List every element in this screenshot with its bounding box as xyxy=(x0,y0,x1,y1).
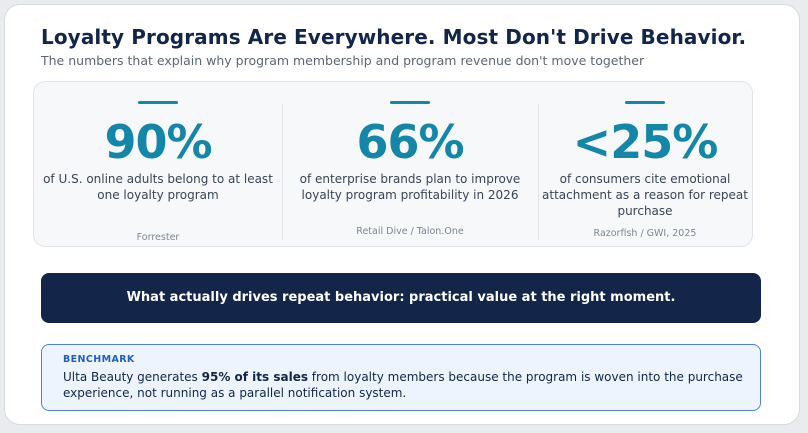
stat-description: of enterprise brands plan to improve loy… xyxy=(282,171,538,203)
stat-description-text: of enterprise brands plan to improve loy… xyxy=(299,172,521,202)
stat-source: Retail Dive / Talon.One xyxy=(356,226,464,237)
stat-description: of consumers cite emotional attachment a… xyxy=(538,171,752,219)
stat-value: 90% xyxy=(104,115,212,169)
benchmark-text: Ulta Beauty generates 95% of its sales f… xyxy=(63,369,743,401)
key-insight-banner: What actually drives repeat behavior: pr… xyxy=(41,273,761,323)
page-title: Loyalty Programs Are Everywhere. Most Do… xyxy=(41,25,747,49)
stat-description-text: of U.S. online adults belong to at least… xyxy=(43,172,273,202)
stat-card-membership: 90% of U.S. online adults belong to at l… xyxy=(34,82,282,246)
accent-bar xyxy=(138,101,178,104)
stat-card-emotional-attachment: <25% of consumers cite emotional attachm… xyxy=(538,82,752,246)
benchmark-text-end: from loyalty members because the program… xyxy=(63,370,743,400)
stat-description-text: of consumers cite emotional attachment a… xyxy=(542,172,748,218)
stat-value: 66% xyxy=(356,115,464,169)
stat-divider xyxy=(282,104,283,240)
stat-description: of U.S. online adults belong to at least… xyxy=(34,171,282,203)
benchmark-highlight: 95% of its sales xyxy=(201,370,308,384)
stat-value: <25% xyxy=(572,115,719,169)
stat-divider xyxy=(538,104,539,240)
accent-bar xyxy=(625,101,665,104)
stats-panel: 90% of U.S. online adults belong to at l… xyxy=(33,81,753,247)
infographic-card: Loyalty Programs Are Everywhere. Most Do… xyxy=(4,4,800,425)
page-subtitle: The numbers that explain why program mem… xyxy=(41,53,645,68)
stat-card-profitability: 66% of enterprise brands plan to improve… xyxy=(282,82,538,246)
stat-source: Forrester xyxy=(136,232,180,243)
benchmark-text-start: Ulta Beauty generates xyxy=(63,370,202,384)
benchmark-callout: BENCHMARK Ulta Beauty generates 95% of i… xyxy=(41,344,761,411)
benchmark-label: BENCHMARK xyxy=(63,354,135,365)
accent-bar xyxy=(390,101,430,104)
stat-source: Razorfish / GWI, 2025 xyxy=(593,228,697,239)
